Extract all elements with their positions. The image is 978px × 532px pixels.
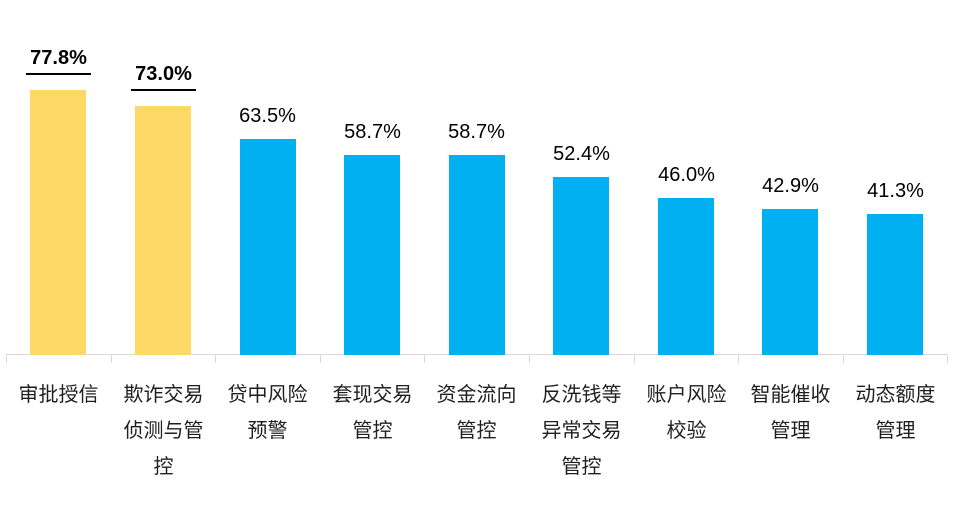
- category-label-line: 账户风险: [646, 384, 727, 406]
- data-label-3: 63.5%: [205, 105, 330, 128]
- data-label-value: 58.7%: [448, 121, 505, 143]
- data-label-value: 58.7%: [344, 121, 401, 143]
- data-label-4: 58.7%: [310, 121, 435, 144]
- x-axis-tick: [843, 355, 844, 363]
- category-label-3: 贷中风险 预警: [211, 377, 324, 449]
- bar-8: [762, 209, 818, 355]
- category-label-line: 审批授信: [18, 384, 99, 406]
- x-axis-tick: [947, 355, 948, 363]
- category-label-line: 贷中风险: [227, 384, 308, 406]
- data-label-value: 73.0%: [131, 63, 196, 91]
- bar-9: [867, 214, 923, 355]
- data-label-5: 58.7%: [414, 121, 539, 144]
- category-label-line: 管理: [875, 420, 916, 442]
- bar-1: [30, 90, 86, 355]
- category-label-line: 欺诈交易: [123, 384, 204, 406]
- category-label-line: 动态额度: [855, 384, 936, 406]
- data-label-value: 77.8%: [26, 47, 91, 75]
- category-label-line: 智能催收: [750, 384, 831, 406]
- data-label-6: 52.4%: [519, 143, 644, 166]
- bar-3: [240, 139, 296, 355]
- data-label-1: 77.8%: [0, 47, 121, 75]
- category-label-line: 反洗钱等: [541, 384, 622, 406]
- category-label-6: 反洗钱等异常交易管控: [525, 377, 638, 485]
- category-label-7: 账户风险 校验: [630, 377, 743, 449]
- category-label-5: 资金流向 管控: [420, 377, 533, 449]
- x-axis-tick: [424, 355, 425, 363]
- bar-4: [344, 155, 400, 355]
- x-axis-tick: [529, 355, 530, 363]
- data-label-value: 63.5%: [239, 105, 296, 127]
- x-axis-tick: [634, 355, 635, 363]
- bar-7: [658, 198, 714, 355]
- category-label-line: 管控: [352, 420, 393, 442]
- category-label-line: 套现交易: [332, 384, 413, 406]
- category-label-line: 资金流向: [436, 384, 517, 406]
- category-label-line: 管理: [770, 420, 811, 442]
- category-label-2: 欺诈交易 侦测与管控: [107, 377, 220, 485]
- category-label-9: 动态额度 管理: [839, 377, 952, 449]
- category-label-line: 预警: [247, 420, 288, 442]
- data-label-8: 42.9%: [728, 175, 853, 198]
- category-label-8: 智能催收 管理: [734, 377, 847, 449]
- data-label-9: 41.3%: [833, 180, 958, 203]
- category-label-line: 校验: [666, 420, 707, 442]
- bar-6: [553, 177, 609, 355]
- data-label-2: 73.0%: [101, 63, 226, 91]
- category-label-4: 套现交易 管控: [316, 377, 429, 449]
- x-axis-tick: [215, 355, 216, 363]
- category-label-line: 侦测与管: [123, 420, 204, 442]
- data-label-value: 41.3%: [867, 180, 924, 202]
- category-label-line: 管控: [561, 456, 602, 478]
- data-label-value: 46.0%: [658, 164, 715, 186]
- data-label-7: 46.0%: [624, 164, 749, 187]
- bar-5: [449, 155, 505, 355]
- category-label-1: 审批授信: [2, 377, 115, 413]
- category-label-line: 管控: [456, 420, 497, 442]
- category-label-line: 控: [153, 456, 174, 478]
- x-axis-tick: [738, 355, 739, 363]
- data-label-value: 52.4%: [553, 143, 610, 165]
- x-axis-tick: [6, 355, 7, 363]
- x-axis-tick: [111, 355, 112, 363]
- category-label-line: 异常交易: [541, 420, 622, 442]
- x-axis-tick: [320, 355, 321, 363]
- data-label-value: 42.9%: [762, 175, 819, 197]
- bar-2: [135, 106, 191, 355]
